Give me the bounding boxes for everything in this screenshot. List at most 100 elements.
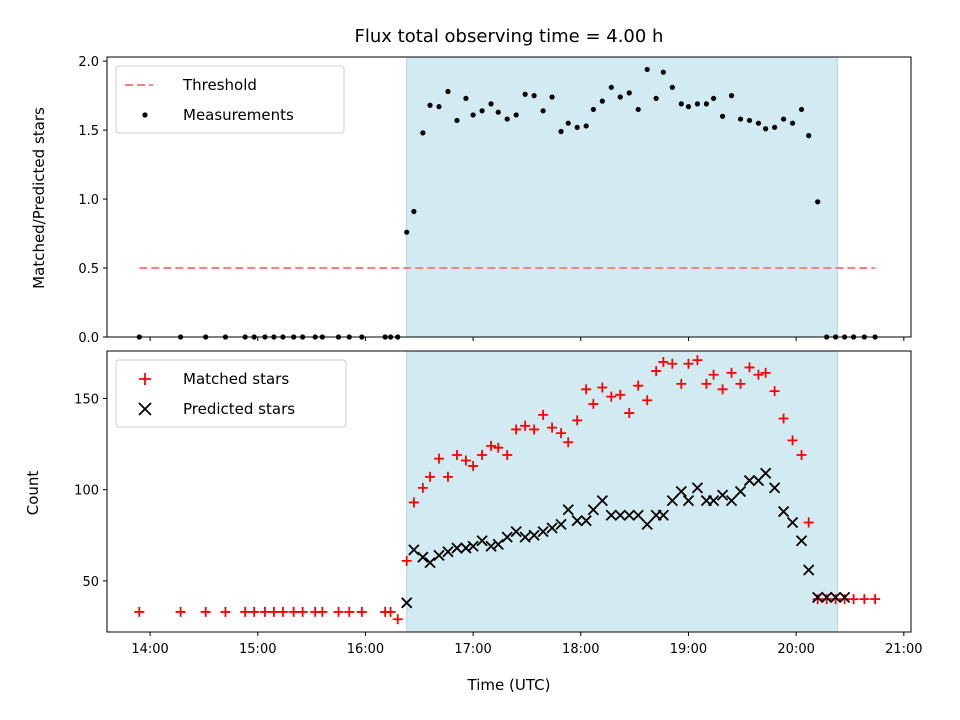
data-point [531, 93, 537, 99]
data-point [565, 120, 571, 126]
data-point [268, 606, 279, 617]
data-point [277, 606, 288, 617]
data-point [789, 120, 796, 126]
data-point [493, 442, 504, 453]
data-point [401, 555, 412, 566]
data-point [658, 356, 669, 367]
data-point [778, 413, 789, 424]
data-point [812, 591, 824, 603]
data-point [626, 90, 632, 96]
data-point [728, 93, 735, 99]
data-point [838, 591, 851, 603]
data-point [538, 409, 549, 420]
data-point [442, 546, 454, 558]
data-point [657, 509, 669, 521]
data-point [587, 504, 599, 516]
data-point [796, 450, 807, 461]
data-point [617, 94, 623, 100]
data-point [633, 380, 644, 391]
data-point [682, 494, 695, 507]
y-tick-label: 0.5 [78, 262, 99, 277]
top-panel: 0.0 0.5 1.0 1.5 2.0 Threshold Measurements [78, 55, 912, 346]
bottom-panel: 50 100 150 14:00 15:00 16:00 17:00 18:00 19:00 20… [74, 350, 923, 657]
data-point [596, 494, 608, 507]
data-point [683, 358, 694, 369]
legend-marker [138, 402, 152, 416]
data-point [795, 535, 808, 547]
data-point [556, 428, 567, 439]
data-point [520, 420, 531, 431]
data-point [492, 538, 504, 551]
data-point [558, 128, 564, 135]
data-point [451, 450, 462, 461]
data-point [608, 84, 614, 90]
y-tick-label: 0.0 [78, 331, 99, 346]
data-point [707, 494, 720, 507]
data-point [408, 544, 420, 556]
data-point [685, 104, 692, 110]
y-tick-label: 1.0 [78, 193, 99, 208]
data-point [574, 124, 580, 130]
data-point [821, 591, 833, 603]
data-point [486, 440, 497, 451]
data-point [678, 101, 684, 107]
data-point [667, 358, 678, 369]
data-point [220, 606, 231, 617]
observing-window-shade [406, 350, 838, 633]
data-point [502, 450, 513, 461]
data-point [734, 485, 747, 498]
data-point [597, 382, 608, 393]
data-point [777, 505, 790, 518]
data-point [726, 367, 737, 378]
data-point [583, 123, 589, 129]
data-point [540, 108, 546, 114]
data-point [870, 594, 881, 605]
data-point [477, 450, 488, 461]
data-point [547, 422, 558, 433]
legend: Matched stars Predicted stars [115, 359, 347, 428]
data-point [780, 116, 787, 122]
data-point [590, 106, 596, 113]
legend-label: Measurements [183, 106, 294, 124]
data-point [333, 606, 344, 617]
data-point [669, 84, 675, 90]
data-point [581, 384, 592, 395]
data-point [653, 95, 659, 101]
data-point [651, 366, 662, 377]
data-point [806, 133, 812, 139]
data-point [786, 516, 799, 529]
data-point [501, 531, 513, 543]
legend-label: Predicted stars [183, 400, 295, 418]
data-point [549, 94, 555, 100]
data-point [848, 594, 859, 605]
y-tick-label: 2.0 [78, 55, 99, 70]
y-tick-label: 150 [74, 392, 99, 407]
data-point [259, 606, 270, 617]
data-point [546, 522, 558, 534]
data-point [624, 408, 635, 419]
data-point [787, 435, 798, 446]
data-point [719, 113, 726, 119]
data-point [417, 482, 428, 493]
data-point [803, 517, 814, 528]
data-point [839, 594, 850, 605]
data-point [463, 95, 469, 101]
y-tick-label: 50 [82, 575, 99, 590]
data-point [537, 526, 549, 538]
data-point [513, 112, 519, 118]
legend-marker [139, 373, 151, 385]
data-point [746, 117, 753, 124]
legend-label: Threshold [182, 76, 257, 94]
data-point [692, 355, 703, 366]
data-point [460, 455, 471, 466]
data-point [772, 124, 778, 130]
data-point [760, 367, 771, 378]
y-tick-label: 100 [74, 484, 99, 499]
axes-frame [106, 350, 912, 633]
data-point [606, 391, 617, 402]
data-point [434, 453, 445, 464]
data-point [479, 108, 485, 114]
data-point [425, 471, 436, 482]
data-point [588, 398, 599, 409]
